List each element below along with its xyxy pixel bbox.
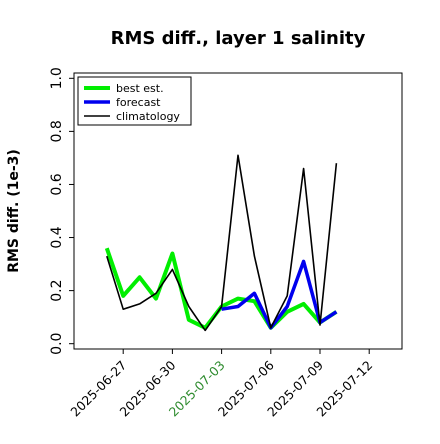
y-tick-label: 0.4 — [49, 226, 65, 248]
y-tick-label: 0.8 — [49, 120, 65, 142]
series-line-best-est- — [104, 247, 338, 330]
series-line-forecast — [221, 259, 338, 330]
plot-area — [104, 154, 338, 332]
legend-label: forecast — [116, 96, 161, 109]
plot-frame — [73, 72, 403, 350]
legend-label: best est. — [116, 82, 164, 95]
legend-label: climatology — [116, 110, 180, 123]
series-line-climatology — [106, 154, 338, 332]
y-tick-label: 1.0 — [49, 67, 65, 89]
y-tick-label: 0.6 — [49, 173, 65, 195]
y-axis-label: RMS diff. (1e-3) — [6, 149, 22, 273]
chart-title: RMS diff., layer 1 salinity — [111, 28, 366, 49]
y-tick-label: 0.0 — [49, 333, 65, 355]
y-tick-label: 0.2 — [49, 279, 65, 301]
